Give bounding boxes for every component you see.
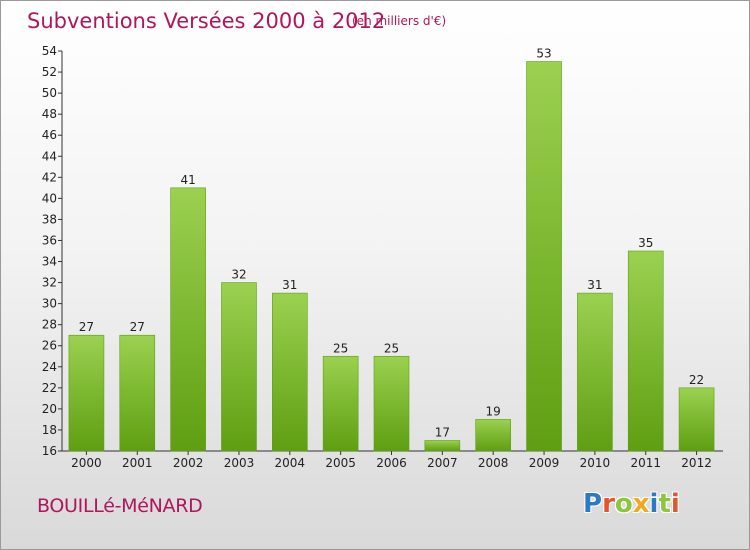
bar-value-label: 41: [180, 173, 195, 187]
bar: [678, 387, 715, 452]
x-tick-label: 2004: [275, 456, 306, 470]
y-tick-label: 42: [42, 170, 57, 184]
bar: [170, 187, 206, 452]
logo-letter: r: [602, 489, 615, 519]
commune-name: BOUILLé-MéNARD: [37, 495, 203, 517]
x-tick-label: 2011: [630, 456, 661, 470]
x-tick-label: 2005: [325, 456, 356, 470]
x-tick-label: 2006: [376, 456, 407, 470]
bar: [526, 61, 562, 452]
bar: [119, 334, 156, 452]
y-tick-label: 52: [42, 65, 57, 79]
y-tick-label: 46: [42, 128, 57, 142]
y-tick-label: 26: [42, 339, 57, 353]
y-tick-label: 20: [42, 402, 57, 416]
bar-value-label: 22: [689, 373, 704, 387]
y-tick-label: 50: [42, 86, 57, 100]
y-tick-label: 40: [42, 191, 57, 205]
bar-value-label: 27: [130, 320, 145, 334]
bar-value-label: 25: [333, 341, 348, 355]
x-tick-label: 2002: [173, 456, 204, 470]
y-tick-label: 30: [42, 297, 57, 311]
chart-subtitle: (en milliers d'€): [352, 14, 447, 28]
y-tick-label: 38: [42, 212, 57, 226]
logo-letter: t: [658, 489, 671, 519]
bar-value-label: 27: [79, 320, 94, 334]
x-tick-label: 2003: [224, 456, 255, 470]
x-tick-label: 2009: [529, 456, 560, 470]
y-tick-label: 16: [42, 444, 57, 458]
y-tick-label: 44: [42, 149, 57, 163]
bars: 27 27 41 32 31 25 25 17 19 53 31 35 22: [68, 47, 715, 452]
x-tick-label: 2010: [580, 456, 611, 470]
y-tick-label: 36: [42, 233, 57, 247]
bar: [68, 334, 105, 452]
x-tick-label: 2001: [122, 456, 153, 470]
logo-letter: o: [614, 489, 633, 519]
bar-value-label: 25: [384, 341, 399, 355]
x-tick-label: 2012: [681, 456, 712, 470]
bar-value-label: 31: [282, 278, 297, 292]
bar-value-label: 17: [435, 425, 450, 439]
bar: [322, 355, 359, 452]
axes: 16 18 20 22 24 26 28 30 32 34 36 38 40 42 44 46 48 50 52 54…: [42, 44, 723, 470]
y-tick-label: 48: [42, 107, 57, 121]
bar: [627, 250, 664, 452]
logo-letter: i: [649, 489, 659, 519]
bar: [221, 282, 257, 452]
logo-letter: x: [632, 489, 650, 519]
bar-value-label: 32: [231, 268, 246, 282]
chart-title: Subventions Versées 2000 à 2012: [27, 9, 386, 33]
y-tick-label: 24: [42, 360, 57, 374]
logo-letter: P: [583, 489, 603, 519]
bar-value-label: 53: [536, 47, 551, 61]
y-tick-label: 54: [42, 44, 57, 58]
y-tick-label: 32: [42, 276, 57, 290]
bar: [577, 292, 613, 452]
bar: [373, 355, 410, 452]
y-tick-label: 28: [42, 318, 57, 332]
x-tick-label: 2007: [427, 456, 458, 470]
y-tick-label: 18: [42, 423, 57, 437]
bar-value-label: 19: [486, 404, 501, 418]
bar: [475, 419, 511, 452]
logo-letter: i: [670, 489, 680, 519]
bar: [424, 440, 461, 452]
bar-value-label: 35: [638, 236, 653, 250]
y-tick-label: 22: [42, 381, 57, 395]
bar-value-label: 31: [587, 278, 602, 292]
x-tick-label: 2000: [71, 456, 102, 470]
y-tick-label: 34: [42, 255, 57, 269]
x-tick-label: 2008: [478, 456, 509, 470]
proxiti-logo[interactable]: Proxiti: [583, 489, 680, 519]
bar: [272, 292, 308, 452]
